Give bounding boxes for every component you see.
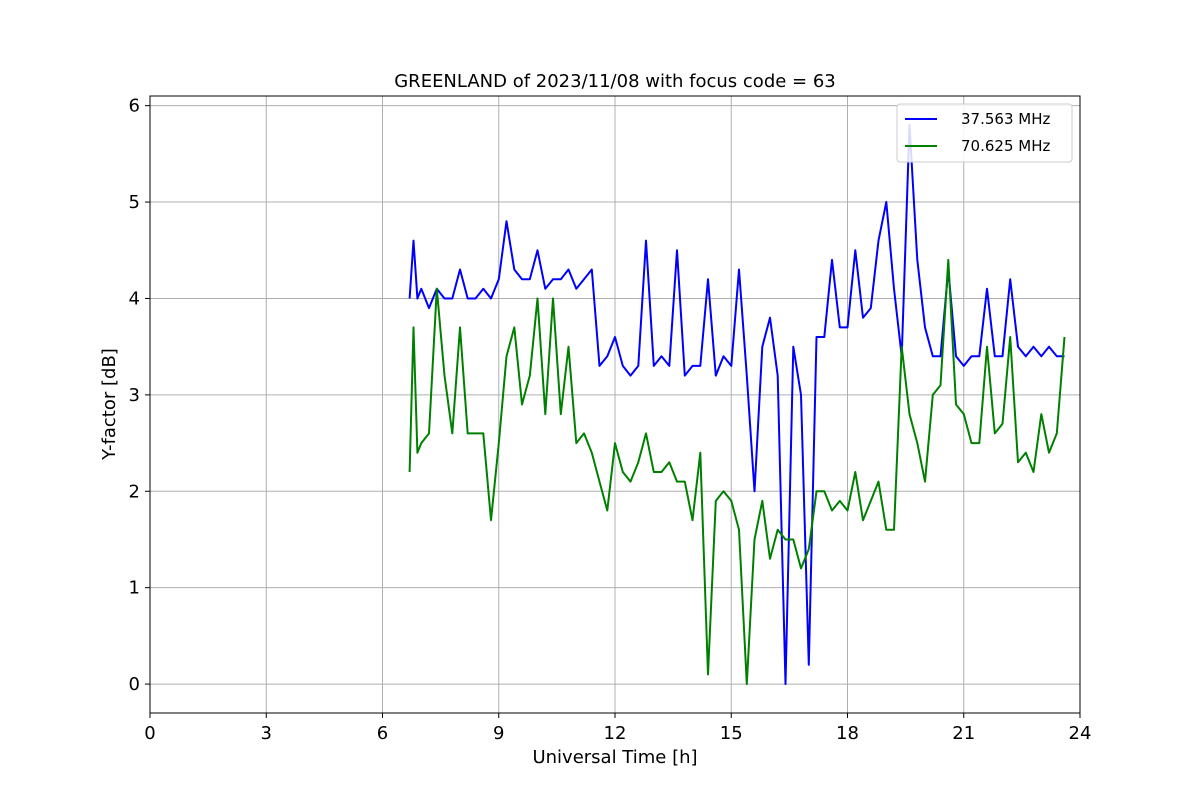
legend-box xyxy=(896,103,1073,163)
y-tick-label: 1 xyxy=(129,578,140,599)
y-tick-label: 2 xyxy=(129,481,140,502)
y-tick-label: 5 xyxy=(129,192,140,213)
series-layer xyxy=(408,123,1066,686)
y-tick-label: 0 xyxy=(129,674,140,695)
legend-label: 37.563 MHz xyxy=(961,110,1050,128)
x-axis-label: Universal Time [h] xyxy=(532,747,697,768)
x-tick-label: 21 xyxy=(952,723,975,744)
y-tick-label: 4 xyxy=(129,288,140,309)
series-line-1 xyxy=(408,123,1065,686)
x-tick-label: 6 xyxy=(377,723,388,744)
x-tick-label: 0 xyxy=(144,723,155,744)
legend: 37.563 MHz 70.625 MHz xyxy=(896,103,1073,163)
x-tick-label: 3 xyxy=(261,723,272,744)
x-tick-label: 15 xyxy=(720,723,743,744)
x-tick-label: 24 xyxy=(1069,723,1092,744)
x-tick-label: 12 xyxy=(604,723,627,744)
chart-title: GREENLAND of 2023/11/08 with focus code … xyxy=(394,71,836,92)
y-tick-label: 6 xyxy=(129,96,140,117)
x-tick-label: 18 xyxy=(836,723,859,744)
x-tick-label: 9 xyxy=(493,723,504,744)
y-axis-label: Y-factor [dB] xyxy=(99,348,120,461)
series-line-2 xyxy=(408,258,1066,686)
legend-label: 70.625 MHz xyxy=(961,137,1050,155)
y-tick-label: 3 xyxy=(129,385,140,406)
